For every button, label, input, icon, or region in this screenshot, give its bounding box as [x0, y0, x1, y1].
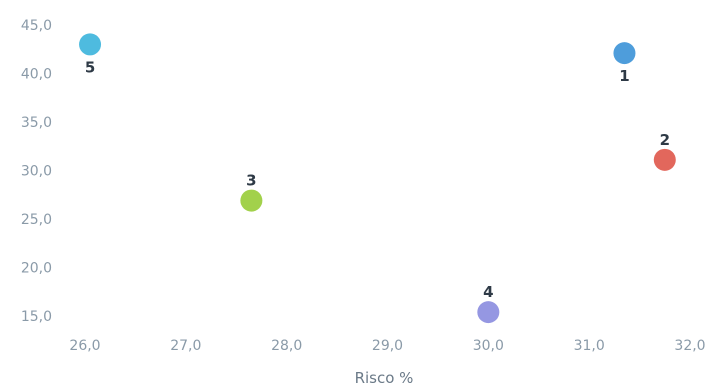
- y-tick-label: 15,0: [21, 309, 52, 325]
- y-tick-label: 45,0: [21, 18, 52, 34]
- x-tick-label: 27,0: [170, 338, 201, 354]
- x-tick-label: 26,0: [69, 338, 100, 354]
- y-tick-label: 35,0: [21, 115, 52, 131]
- data-point-5[interactable]: [79, 33, 102, 56]
- data-point-2[interactable]: [653, 148, 676, 171]
- data-point-label: 2: [660, 131, 670, 149]
- y-axis-ticks: 15,0 20,0 25,0 30,0 35,0 40,0 45,0: [21, 18, 52, 325]
- y-tick-label: 30,0: [21, 164, 52, 180]
- data-point-label: 4: [483, 283, 493, 301]
- x-axis-title: Risco %: [355, 369, 414, 387]
- y-tick-label: 20,0: [21, 261, 52, 277]
- x-tick-label: 28,0: [271, 338, 302, 354]
- x-tick-label: 31,0: [574, 338, 605, 354]
- x-tick-label: 29,0: [372, 338, 403, 354]
- y-tick-label: 40,0: [21, 67, 52, 83]
- x-tick-label: 32,0: [674, 338, 705, 354]
- x-tick-label: 30,0: [473, 338, 504, 354]
- data-point-4[interactable]: [477, 301, 500, 324]
- data-point-1[interactable]: [613, 42, 636, 65]
- y-tick-label: 25,0: [21, 212, 52, 228]
- x-axis-ticks: 26,0 27,0 28,0 29,0 30,0 31,0 32,0: [69, 338, 705, 354]
- data-point-3[interactable]: [240, 189, 263, 212]
- data-point-label: 3: [246, 172, 256, 190]
- data-point-label: 5: [85, 58, 95, 76]
- data-point-label: 1: [619, 67, 629, 85]
- data-points: 1 2 3 4 5: [79, 33, 676, 324]
